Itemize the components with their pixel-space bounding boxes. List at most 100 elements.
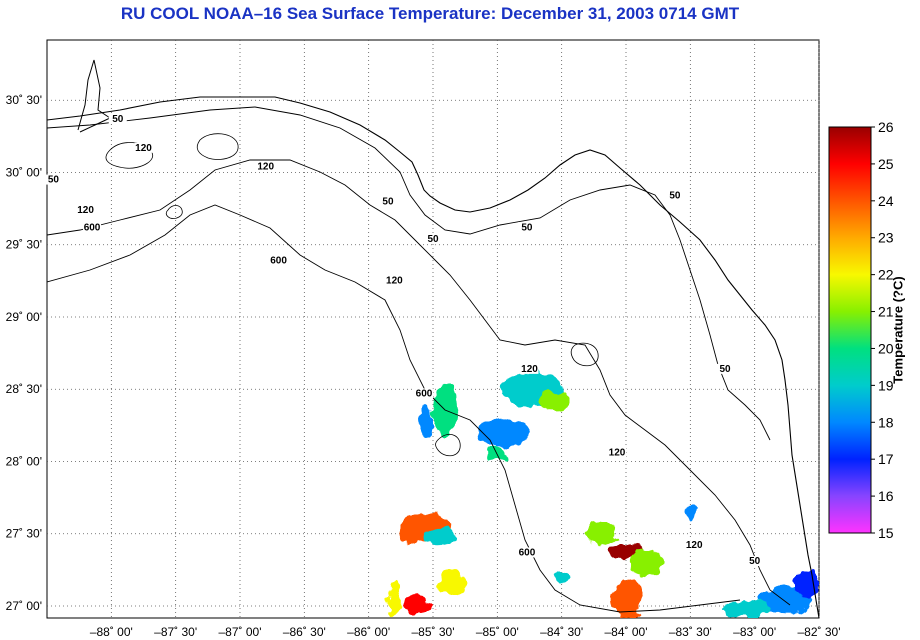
colorbar-tick-label: 23 [878,230,894,246]
colorbar-tick-label: 26 [878,119,894,135]
contour-ring [435,434,461,457]
contour-label: 120 [386,276,403,287]
sst-data-layer [387,371,819,618]
sst-patch [610,579,642,618]
colorbar-tick-label: 22 [878,267,894,283]
contour-label-bg [517,222,536,233]
contour-label-bg [424,233,442,244]
contour-label: 50 [669,190,681,201]
contour-label: 50 [48,175,60,186]
contour-label: 50 [427,234,439,245]
sst-patch [387,581,401,617]
map-title: RU COOL NOAA–16 Sea Surface Temperature:… [120,4,740,23]
sst-patch [423,527,455,546]
colorbar-tick-label: 25 [878,156,894,172]
isobath-120 [47,159,791,606]
contour-label-bg [76,204,95,215]
contour-label-bg [685,540,704,551]
axis-ticks: 30˚ 30' 30˚ 00' 29˚ 30' 29˚ 00' 28˚ 30' 28˚ 0… [6,93,841,639]
lat-tick-label: 30˚ 00' [6,165,42,179]
lat-tick-label: 30˚ 30' [6,93,42,107]
lon-tick-label: –88˚ 00' [90,625,133,639]
contour-label: 600 [84,222,101,233]
contour-label: 120 [77,205,94,216]
contour-label-bg [520,363,539,374]
contour-label: 120 [686,540,703,551]
contour-label-bg [134,142,153,153]
colorbar [828,126,872,534]
lon-tick-label: –87˚ 30' [154,625,197,639]
contour-label: 50 [749,556,761,567]
lat-tick-label: 27˚ 00' [6,599,42,613]
contour-label: 50 [521,222,533,233]
lon-tick-label: –83˚ 00' [733,625,776,639]
contour-label-bg [385,275,404,286]
lat-tick-label: 29˚ 30' [6,238,42,252]
contour-ring [570,342,599,367]
lat-tick-label: 27˚ 30' [6,527,42,541]
contour-ring [105,142,153,169]
lon-tick-label: –84˚ 30' [540,625,583,639]
sst-patch [629,548,661,578]
colorbar-tick-label: 21 [878,304,894,320]
delta-coast [77,59,112,133]
contour-label-bg [745,556,764,567]
contour-label: 120 [135,143,152,154]
sst-patch [539,390,571,411]
contour-label-bg [108,113,127,124]
lon-tick-label: –86˚ 00' [347,625,390,639]
contour-label-bg [607,447,626,458]
contour-labels: 50 120 120 50 120 600 50 50 50 50 600 120 120 600 50 12… [44,113,764,567]
colorbar-tick-label: 18 [878,414,894,430]
contour-label: 600 [416,388,433,399]
contour-ring [196,133,239,160]
colorbar-tick-label: 17 [878,451,894,467]
colorbar-tick-label: 15 [878,525,894,541]
contour-label-bg [716,363,735,374]
contour-label: 50 [720,364,732,375]
sst-patch [439,569,466,599]
colorbar-ticks: 15 16 17 18 19 20 21 22 23 24 25 26 [871,119,894,541]
contour-label: 600 [519,547,536,558]
contour-label: 600 [270,255,287,266]
isobath-600 [47,204,741,613]
lon-tick-label: –86˚ 30' [283,625,326,639]
contour-label-bg [378,196,397,207]
sst-patch [399,522,415,546]
sst-patch [555,569,569,585]
colorbar-tick-label: 19 [878,377,894,393]
lat-tick-label: 28˚ 00' [6,454,42,468]
lat-tick-label: 29˚ 00' [6,310,42,324]
sst-patch [420,403,434,439]
contour-label-bg [517,547,536,558]
contour-label-bg [256,161,275,172]
colorbar-tick-label: 20 [878,340,894,356]
sst-patch [478,418,530,448]
lon-tick-label: –87˚ 00' [219,625,262,639]
colorbar-title: Temperature (?C) [890,276,906,384]
contour-label: 50 [382,196,394,207]
lon-tick-label: –82˚ 30' [798,625,841,639]
lat-tick-label: 28˚ 30' [6,382,42,396]
sst-patch [402,597,433,615]
contour-ring [165,205,183,219]
lon-tick-label: –85˚ 00' [476,625,519,639]
lon-tick-label: –84˚ 00' [605,625,648,639]
contour-label-bg [83,222,102,233]
coastline [47,96,819,618]
contour-label: 50 [112,114,124,125]
sst-patch [685,504,696,520]
sst-patch [722,600,774,618]
isobath-50 [47,106,771,441]
lon-tick-label: –83˚ 30' [669,625,712,639]
contour-label-bg [665,190,684,201]
contour-label-bg [414,388,433,399]
contour-label: 120 [609,448,626,459]
colorbar-tick-label: 24 [878,193,894,209]
sst-patch [584,522,616,546]
contour-label: 120 [257,162,274,173]
contour-label: 120 [521,364,538,375]
sst-patch [433,384,459,437]
lon-tick-label: –85˚ 30' [412,625,455,639]
